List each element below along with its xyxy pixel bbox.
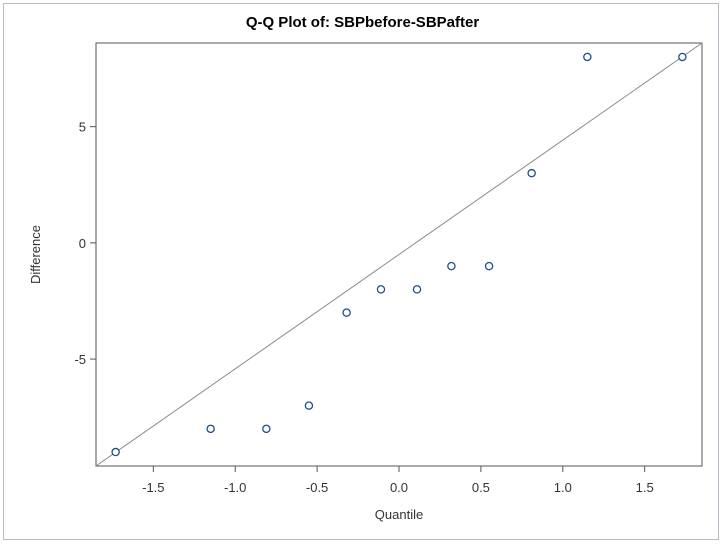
x-tick-label: -0.5 [306,480,328,495]
x-tick-label: 0.5 [472,480,490,495]
data-point [262,424,271,434]
data-point [342,308,351,317]
x-tick-label: 1.0 [554,480,572,495]
data-point [376,285,386,294]
data-point [111,447,120,457]
chart-title: Q-Q Plot of: SBPbefore-SBPafter [245,14,480,31]
reference-line [95,42,703,467]
x-tick-label: -1.0 [224,480,246,495]
y-tick-label: 5 [79,120,86,135]
reference-line-group [95,42,703,467]
data-point [484,261,494,271]
data-points [111,52,687,457]
data-point [412,285,422,294]
data-point [206,424,215,434]
y-tick-label: 0 [79,236,86,251]
y-tick-label: -5 [74,352,86,367]
x-tick-label: 1.5 [636,480,654,495]
data-point [678,52,687,62]
data-point [527,168,536,178]
chart-frame [3,3,719,540]
y-axis-label: Difference [28,225,43,284]
data-point [304,401,314,410]
data-point [447,261,456,271]
x-tick-label: 0.0 [390,480,408,495]
axis-ticks: -1.5 -1.0 -0.5 0.0 0.5 1.0 1.5 -5 0 5 [74,120,653,495]
data-point [583,52,592,62]
x-tick-label: -1.5 [142,480,164,495]
x-axis-label: Quantile [375,507,423,522]
